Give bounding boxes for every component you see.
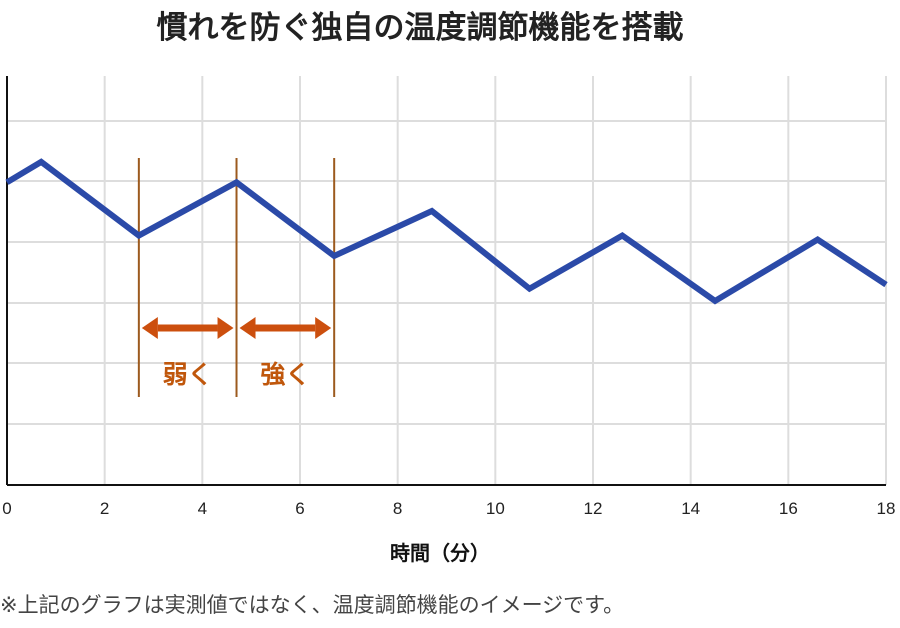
x-tick-label: 18 — [877, 499, 896, 518]
annotation-label: 弱く — [163, 360, 213, 389]
x-tick-label: 14 — [681, 499, 700, 518]
annotation-arrow-head-left — [239, 317, 256, 339]
axes — [6, 76, 886, 486]
grid — [7, 76, 887, 485]
x-tick-labels: 0 2 4 6 8 10 12 14 16 18 — [2, 499, 895, 518]
series — [5, 158, 888, 305]
x-tick-label: 10 — [486, 499, 505, 518]
x-tick-label: 0 — [2, 499, 11, 518]
x-axis-label: 時間（分） — [390, 541, 490, 565]
x-tick-label: 12 — [584, 499, 603, 518]
annotation-arrow-head-right — [217, 317, 234, 339]
annotation-arrow-head-right — [315, 317, 332, 339]
x-tick-label: 6 — [295, 499, 304, 518]
annotation-label: 強く — [260, 360, 310, 389]
annotation-arrow-head-left — [141, 317, 158, 339]
footnote: ※上記のグラフは実測値ではなく、温度調節機能のイメージです。 — [0, 593, 624, 617]
annotations: 弱く 強く — [137, 158, 336, 397]
x-tick-label: 4 — [198, 499, 207, 518]
x-tick-label: 16 — [779, 499, 798, 518]
x-tick-label: 2 — [100, 499, 109, 518]
x-tick-label: 8 — [393, 499, 402, 518]
chart-title: 慣れを防ぐ独自の温度調節機能を搭載 — [157, 10, 684, 46]
